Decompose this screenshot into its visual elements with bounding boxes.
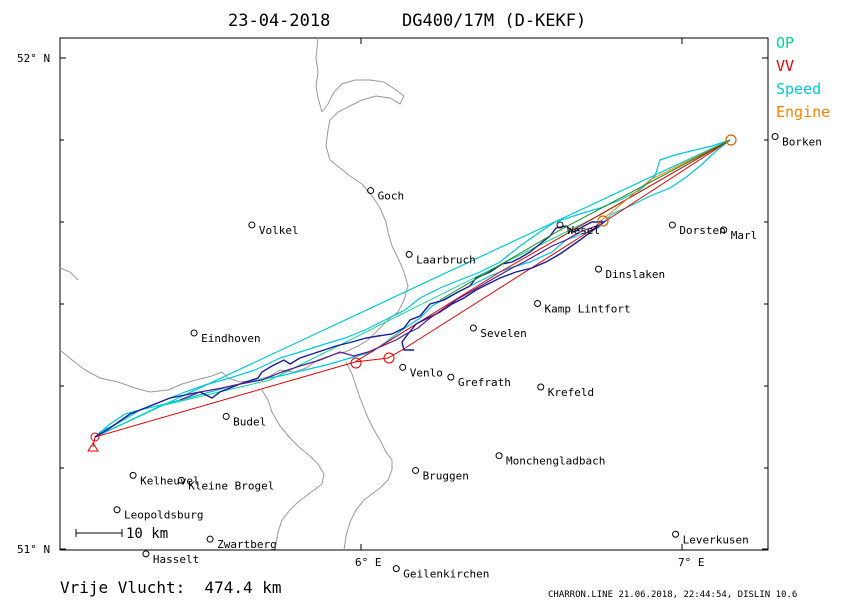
lat-label-51: 51° N [17,543,50,556]
place-marker [595,265,603,273]
place-label: Monchengladbach [506,455,605,468]
scale-bar-label: 10 km [126,526,168,542]
frame-ticks [60,38,768,550]
place-marker [399,363,407,371]
place-label: Leverkusen [683,533,749,546]
place-label: Goch [378,190,405,203]
flight-date: 23-04-2018 [228,11,330,31]
place-label: Laarbruch [416,253,476,266]
turnpoint-a [350,357,362,369]
place-label: Zwartberg [217,538,277,551]
legend-op: OP [776,34,794,52]
render-stamp: CHARRON.LINE 21.06.2018, 22:44:54, DISLI… [548,590,797,600]
places: Goch Volkel Wesel Dorsten Marl Borken Laarbruc… [113,133,822,581]
place-marker [129,471,137,479]
place-marker [405,250,413,258]
place-label: Leopoldsburg [124,509,203,522]
flown-track [94,221,607,438]
distance-label: Vrije Vlucht: 474.4 km [60,578,282,597]
place-marker [142,550,150,558]
place-marker [222,412,230,420]
place-marker [672,530,680,538]
vv-track [92,139,731,448]
place-label: Budel [233,415,266,428]
place-label: Eindhoven [201,332,261,345]
flown-track-2 [179,219,603,401]
place-marker [206,535,214,543]
turnpoint-b [383,352,395,364]
place-marker [495,452,503,460]
op-green-leg [439,139,731,301]
place-marker [537,383,545,391]
place-label: Volkel [259,224,299,237]
lon-label-6: 6° E [355,556,382,569]
place-label: Borken [782,136,822,149]
place-marker [190,329,198,337]
place-label: Dinslaken [606,268,666,281]
turnpoint-dinslaken [597,215,609,227]
turnpoints [87,134,737,452]
place-marker [248,221,256,229]
place-label: Hasselt [153,553,199,566]
outer-line [94,139,731,438]
place-marker [447,373,455,381]
place-label: Venlo [410,366,443,379]
place-marker [556,221,564,229]
map-frame [59,37,769,551]
legend-speed: Speed [776,80,821,98]
glider-id: DG400/17M (D-KEKF) [402,11,586,31]
speed-track [94,139,731,438]
place-label: Kleine Brogel [188,479,274,492]
place-label: Wesel [567,224,600,237]
country-borders [59,37,409,551]
start-triangle [87,442,99,452]
place-label: Sevelen [480,327,526,340]
place-marker [412,466,420,474]
place-marker [177,476,185,484]
legend-vv: VV [776,57,794,75]
engine-track [601,139,731,221]
place-marker [392,565,400,573]
place-label: Geilenkirchen [403,568,489,581]
legend-engine: Engine [776,103,830,121]
place-label: Grefrath [458,376,511,389]
turnpoint-borken [725,134,737,146]
place-marker [668,221,676,229]
place-marker [534,300,542,307]
place-label: Marl [731,229,758,242]
place-label: Bruggen [423,469,469,482]
place-marker [771,133,779,141]
turnpoint-kelheuvel [90,432,100,442]
place-marker [720,226,728,234]
lat-label-52: 52° N [17,52,50,65]
place-label: Kamp Lintfort [545,303,631,316]
lon-label-7: 7° E [678,556,705,569]
place-label: Krefeld [548,386,594,399]
place-marker [367,187,375,195]
flight-track [92,139,731,448]
place-marker [469,324,477,332]
place-label: Kelheuvel [140,474,200,487]
place-marker [113,506,121,514]
place-label: Dorsten [679,224,725,237]
scale-bar [75,529,123,537]
